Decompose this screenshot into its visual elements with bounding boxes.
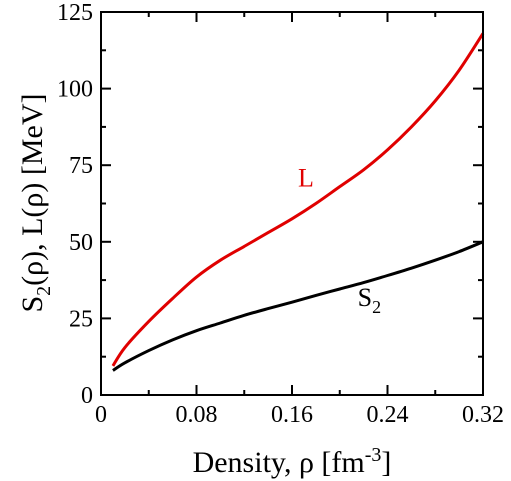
axis-ticks: 0 0.08 0.16 0.24 0.32 0 25 50 75 100 125 xyxy=(57,0,504,428)
y-tick-label: 50 xyxy=(69,230,93,256)
annotation-S2-subscript: 2 xyxy=(372,297,381,317)
annotation-S2: S2 xyxy=(358,283,381,317)
y-tick-label: 0 xyxy=(81,383,93,409)
y-tick-label: 125 xyxy=(57,0,93,26)
x-tick-label: 0.16 xyxy=(271,402,313,428)
x-tick-label: 0.32 xyxy=(462,402,504,428)
x-tick-label: 0.24 xyxy=(367,402,409,428)
x-tick-label: 0.08 xyxy=(176,402,218,428)
y-axis-title-rest: (ρ), L(ρ) [MeV] xyxy=(16,93,49,285)
x-axis-title: Density, ρ [fm-3] xyxy=(193,444,392,479)
y-tick-label: 75 xyxy=(69,153,93,179)
x-axis-title-superscript: -3 xyxy=(365,444,382,466)
y-axis-title-subscript: 2 xyxy=(33,286,55,296)
plot-frame xyxy=(100,11,484,396)
y-tick-label: 25 xyxy=(69,306,93,332)
annotation-L: L xyxy=(298,164,314,193)
series-line-S xyxy=(112,240,484,372)
y-tick-label: 100 xyxy=(57,77,93,103)
plot-marks xyxy=(111,32,485,372)
x-axis-title-end: ] xyxy=(381,446,391,479)
y-axis-title: S2(ρ), L(ρ) [MeV] xyxy=(16,93,55,312)
series-line-L xyxy=(111,32,485,367)
x-tick-label: 0 xyxy=(95,402,107,428)
